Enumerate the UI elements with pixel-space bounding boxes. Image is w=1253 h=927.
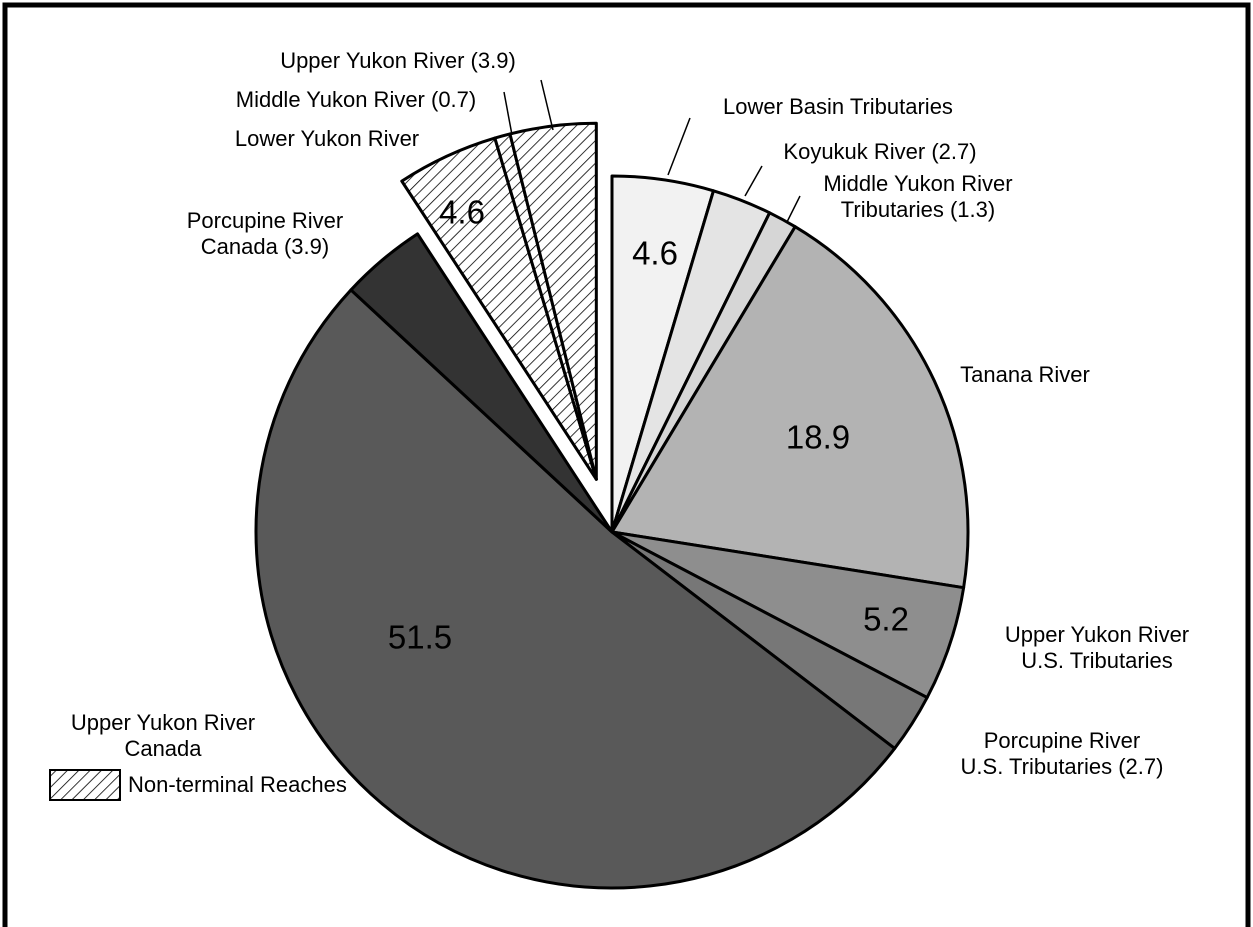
slice-label: Koyukuk River (2.7) (783, 139, 976, 164)
slice-label: Upper Yukon River (3.9) (280, 48, 516, 73)
leader-line (503, 91, 513, 136)
value-label: 4.6 (439, 194, 485, 231)
value-label: 4.6 (632, 235, 678, 272)
slice-label: Lower Yukon River (235, 126, 419, 151)
slice-label: U.S. Tributaries (2.7) (961, 754, 1164, 779)
slice-label: Canada (3.9) (201, 234, 329, 259)
slice-label: Porcupine River (187, 208, 344, 233)
legend-swatch (49, 769, 121, 801)
value-label: 18.9 (786, 419, 850, 456)
leader-line (744, 165, 763, 197)
slice-label: Upper Yukon River (71, 710, 255, 735)
value-label: 51.5 (388, 619, 452, 656)
slice-label: Porcupine River (984, 728, 1141, 753)
pie-slice (508, 121, 598, 481)
slice-label: Canada (124, 736, 202, 761)
leader-line (540, 79, 554, 131)
slice-label: Upper Yukon River (1005, 622, 1189, 647)
slice-label: Tributaries (1.3) (841, 197, 995, 222)
slice-label: Lower Basin Tributaries (723, 94, 953, 119)
pie-slice (610, 225, 970, 590)
pie-slice (254, 288, 897, 890)
leader-line (786, 195, 801, 223)
value-label: 5.2 (863, 601, 909, 638)
slice-label: U.S. Tributaries (1021, 648, 1173, 673)
slice-label: Middle Yukon River (0.7) (236, 87, 477, 112)
legend-label: Non-terminal Reaches (128, 772, 347, 797)
slice-label: Middle Yukon River (823, 171, 1012, 196)
slice-label: Tanana River (960, 362, 1090, 387)
leader-line (667, 117, 691, 176)
pie-slice (349, 232, 614, 534)
